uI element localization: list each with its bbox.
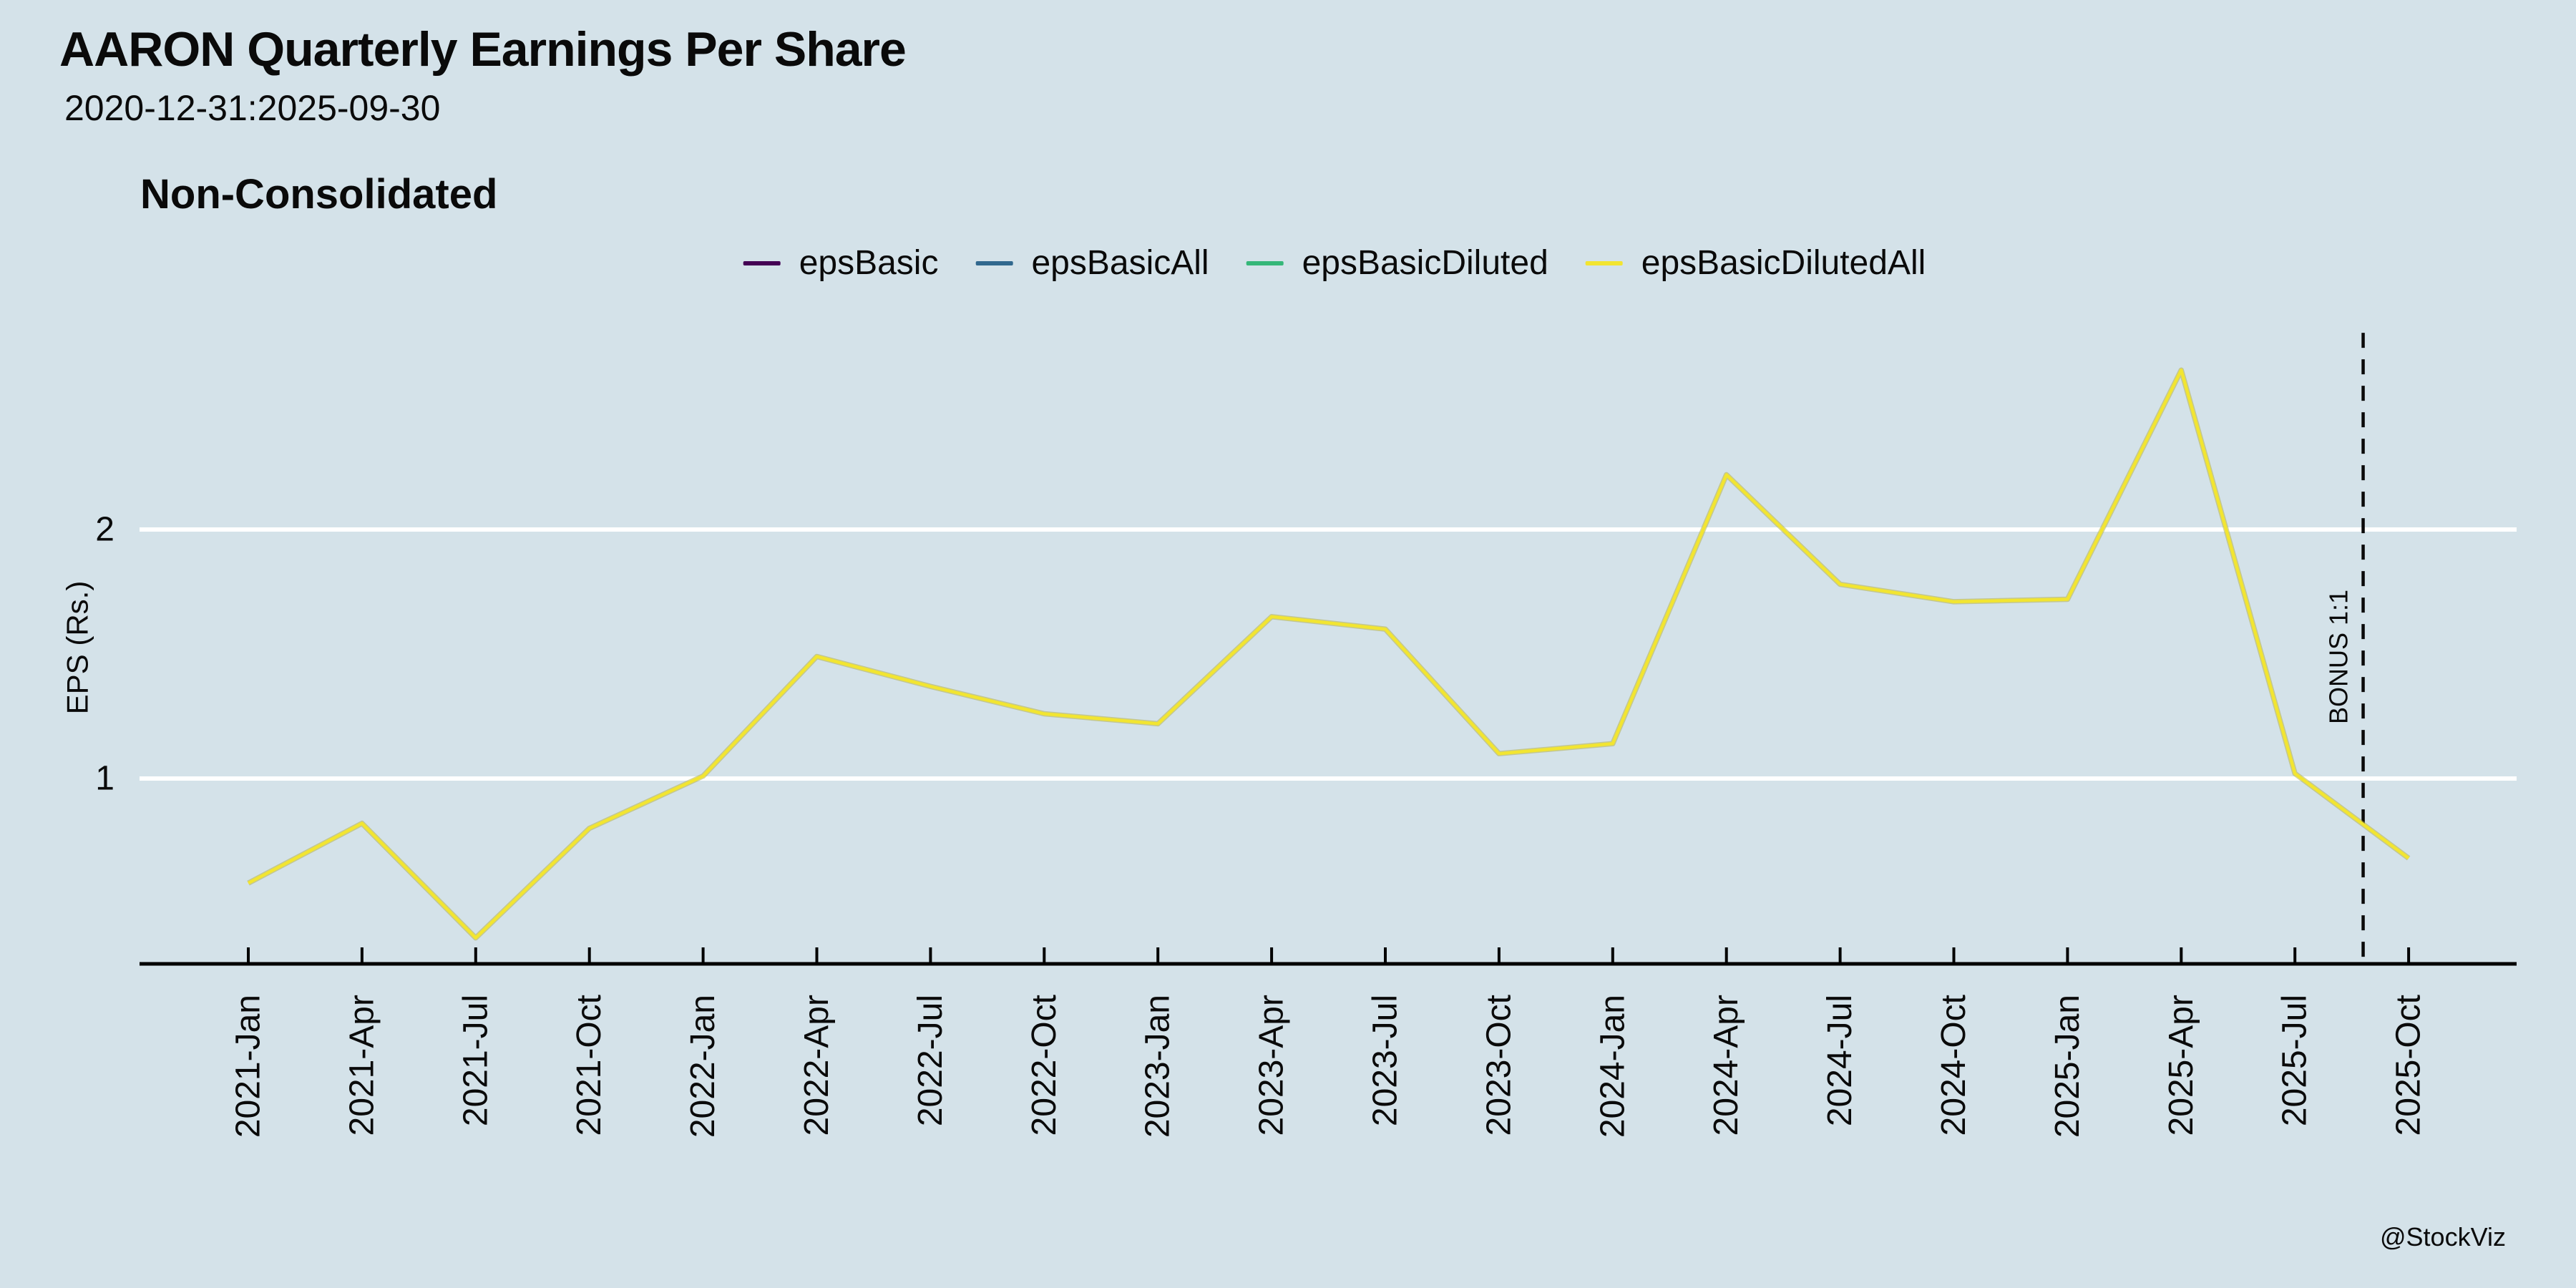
series-line-epsBasicDilutedAll xyxy=(247,369,2410,940)
x-tick-label: 2024-Oct xyxy=(1935,995,1973,1136)
legend-swatch-epsBasicDilutedAll xyxy=(1585,261,1623,265)
x-tick-label: 2022-Oct xyxy=(1025,995,1063,1136)
series-lines xyxy=(247,367,2411,941)
x-tick-label: 2023-Jan xyxy=(1139,995,1177,1138)
legend-label-epsBasicDilutedAll: epsBasicDilutedAll xyxy=(1641,244,1926,282)
page-title: AARON Quarterly Earnings Per Share xyxy=(59,22,907,77)
x-tick-label: 2021-Apr xyxy=(343,995,381,1136)
legend-item-epsBasicDiluted: epsBasicDiluted xyxy=(1246,246,1548,280)
x-tick-label: 2025-Apr xyxy=(2162,995,2200,1136)
bonus-label: BONUS 1:1 xyxy=(2324,590,2353,724)
legend-swatch-epsBasicDiluted xyxy=(1246,261,1284,265)
x-tick-label: 2021-Oct xyxy=(570,995,608,1136)
x-tick-label: 2021-Jan xyxy=(230,995,268,1138)
x-tick-label: 2022-Jan xyxy=(684,995,722,1138)
x-axis: 2021-Jan 2021-Apr 2021-Jul 2021-Oct 2022-Jan… xyxy=(140,947,2517,1138)
legend-swatch-epsBasicAll xyxy=(975,261,1013,265)
date-range-subtitle: 2020-12-31:2025-09-30 xyxy=(64,88,441,128)
y-axis-title: EPS (Rs.) xyxy=(61,581,94,715)
legend-item-epsBasic: epsBasic xyxy=(743,244,939,282)
x-tick-label: 2024-Jan xyxy=(1594,995,1631,1138)
x-tick-label: 2024-Jul xyxy=(1821,995,1859,1126)
x-tick-label: 2025-Jul xyxy=(2276,995,2314,1126)
x-tick-label: 2025-Oct xyxy=(2390,995,2428,1136)
legend-item-epsBasicDilutedAll: epsBasicDilutedAll xyxy=(1585,244,1926,282)
y-tick-label-1: 1 xyxy=(95,760,114,798)
x-tick-label: 2024-Apr xyxy=(1707,995,1745,1136)
x-tick-label: 2023-Jul xyxy=(1367,995,1405,1126)
stockviz-watermark: @StockViz xyxy=(2380,1222,2506,1252)
chart-legend: epsBasic epsBasicAll epsBasicDiluted epsBas… xyxy=(743,246,1926,280)
legend-label-epsBasic: epsBasic xyxy=(799,244,939,282)
y-tick-label-2: 2 xyxy=(95,511,114,549)
x-tick-label: 2023-Apr xyxy=(1253,995,1291,1136)
legend-label-epsBasicAll: epsBasicAll xyxy=(1031,244,1209,282)
x-tick-label: 2021-Jul xyxy=(457,995,494,1126)
bonus-annotation: BONUS 1:1 xyxy=(2324,333,2365,964)
series-edge-epsBasicDilutedAll xyxy=(247,367,2411,941)
gridlines xyxy=(140,527,2517,781)
legend-label-epsBasicDiluted: epsBasicDiluted xyxy=(1302,244,1548,282)
x-tick-label: 2023-Oct xyxy=(1480,995,1518,1136)
panel-title: Non-Consolidated xyxy=(140,171,498,218)
legend-item-epsBasicAll: epsBasicAll xyxy=(975,246,1209,280)
x-tick-label: 2022-Jul xyxy=(912,995,950,1126)
legend-swatch-epsBasic xyxy=(743,261,781,265)
x-tick-label: 2022-Apr xyxy=(798,995,836,1136)
y-axis-tick-labels: 12 xyxy=(95,511,114,798)
x-tick-label: 2025-Jan xyxy=(2049,995,2087,1138)
